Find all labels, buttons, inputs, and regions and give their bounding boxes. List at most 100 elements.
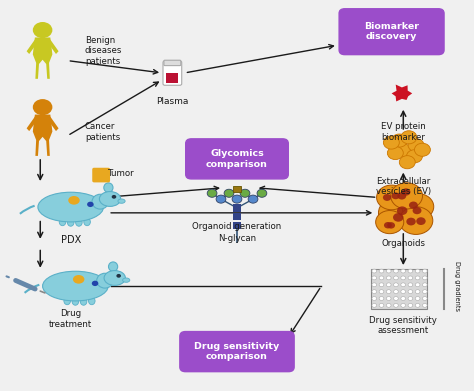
Circle shape (415, 296, 420, 300)
Bar (166, 73, 178, 83)
Circle shape (415, 283, 420, 287)
Circle shape (422, 290, 427, 294)
Ellipse shape (104, 183, 113, 192)
Circle shape (422, 283, 427, 287)
Circle shape (232, 195, 242, 203)
Polygon shape (48, 117, 59, 131)
Circle shape (207, 189, 217, 197)
Polygon shape (27, 117, 37, 131)
Circle shape (372, 290, 377, 294)
Circle shape (379, 269, 384, 273)
Circle shape (399, 207, 433, 235)
Circle shape (392, 192, 400, 199)
Circle shape (415, 290, 420, 294)
Circle shape (224, 189, 234, 197)
Text: Extracellular
vesicles (EV): Extracellular vesicles (EV) (376, 177, 431, 196)
Ellipse shape (72, 298, 79, 305)
Circle shape (216, 195, 226, 203)
Circle shape (401, 188, 410, 196)
Circle shape (33, 99, 53, 115)
Circle shape (409, 201, 418, 209)
Circle shape (379, 303, 384, 307)
Circle shape (379, 296, 384, 300)
Circle shape (248, 195, 258, 203)
Circle shape (393, 213, 403, 222)
Circle shape (399, 156, 415, 169)
Circle shape (112, 195, 116, 199)
FancyArrowPatch shape (40, 291, 45, 293)
Circle shape (415, 269, 420, 273)
Circle shape (401, 276, 405, 280)
Text: N-glycan: N-glycan (218, 234, 256, 243)
Circle shape (386, 303, 391, 307)
Ellipse shape (109, 262, 118, 271)
Circle shape (393, 296, 398, 300)
Ellipse shape (97, 273, 113, 288)
Ellipse shape (67, 219, 74, 226)
Circle shape (401, 269, 405, 273)
Circle shape (397, 192, 406, 199)
Circle shape (33, 22, 53, 38)
Circle shape (379, 283, 384, 287)
Polygon shape (33, 38, 53, 79)
Ellipse shape (118, 199, 125, 203)
Circle shape (257, 189, 267, 197)
FancyBboxPatch shape (180, 332, 294, 372)
Polygon shape (48, 39, 59, 54)
FancyBboxPatch shape (164, 60, 181, 66)
Circle shape (401, 283, 405, 287)
Polygon shape (27, 39, 37, 54)
Circle shape (376, 210, 404, 234)
Ellipse shape (92, 194, 109, 209)
Circle shape (406, 218, 416, 226)
Ellipse shape (104, 271, 126, 285)
Bar (233, 222, 241, 229)
Text: Drug sensitivity
comparison: Drug sensitivity comparison (194, 342, 280, 361)
Circle shape (422, 296, 427, 300)
Circle shape (422, 269, 427, 273)
Text: Benign
diseases
patients: Benign diseases patients (85, 36, 122, 66)
Circle shape (383, 194, 391, 201)
Circle shape (379, 276, 384, 280)
Circle shape (383, 136, 399, 149)
Ellipse shape (59, 218, 66, 226)
Circle shape (408, 276, 413, 280)
Circle shape (372, 283, 377, 287)
Circle shape (240, 189, 250, 197)
Circle shape (401, 290, 405, 294)
Circle shape (392, 134, 407, 147)
Circle shape (415, 276, 420, 280)
Circle shape (422, 276, 427, 280)
Circle shape (379, 290, 384, 294)
Circle shape (408, 269, 413, 273)
Circle shape (393, 269, 398, 273)
Circle shape (393, 303, 398, 307)
FancyArrowPatch shape (16, 280, 35, 289)
Text: Drug gradients: Drug gradients (454, 261, 460, 311)
Circle shape (372, 269, 377, 273)
Circle shape (377, 185, 407, 210)
Circle shape (92, 281, 98, 286)
Bar (233, 204, 241, 212)
Circle shape (372, 296, 377, 300)
Ellipse shape (73, 275, 84, 283)
Polygon shape (392, 84, 412, 101)
Ellipse shape (38, 192, 103, 222)
Circle shape (372, 276, 377, 280)
Circle shape (393, 276, 398, 280)
Ellipse shape (64, 297, 71, 305)
Circle shape (386, 276, 391, 280)
Circle shape (415, 303, 420, 307)
Circle shape (384, 222, 392, 228)
Text: EV protein
biomarker: EV protein biomarker (381, 122, 426, 142)
Ellipse shape (68, 196, 80, 204)
FancyBboxPatch shape (339, 9, 444, 55)
Circle shape (391, 183, 422, 209)
Circle shape (422, 303, 427, 307)
Circle shape (117, 274, 121, 278)
Circle shape (401, 131, 417, 144)
Text: Cancer
patients: Cancer patients (85, 122, 120, 142)
Circle shape (393, 283, 398, 287)
Circle shape (401, 296, 405, 300)
Circle shape (408, 138, 424, 152)
